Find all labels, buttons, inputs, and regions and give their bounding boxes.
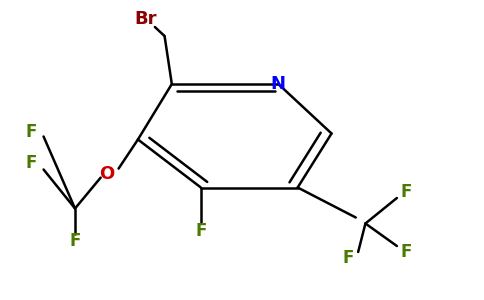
Text: O: O: [99, 165, 114, 183]
Text: F: F: [401, 183, 412, 201]
Text: F: F: [195, 222, 207, 240]
Text: F: F: [401, 243, 412, 261]
Text: F: F: [26, 154, 37, 172]
Text: F: F: [69, 232, 81, 250]
Text: N: N: [271, 75, 286, 93]
Text: F: F: [26, 123, 37, 141]
Text: Br: Br: [134, 11, 156, 28]
Text: F: F: [343, 249, 354, 267]
